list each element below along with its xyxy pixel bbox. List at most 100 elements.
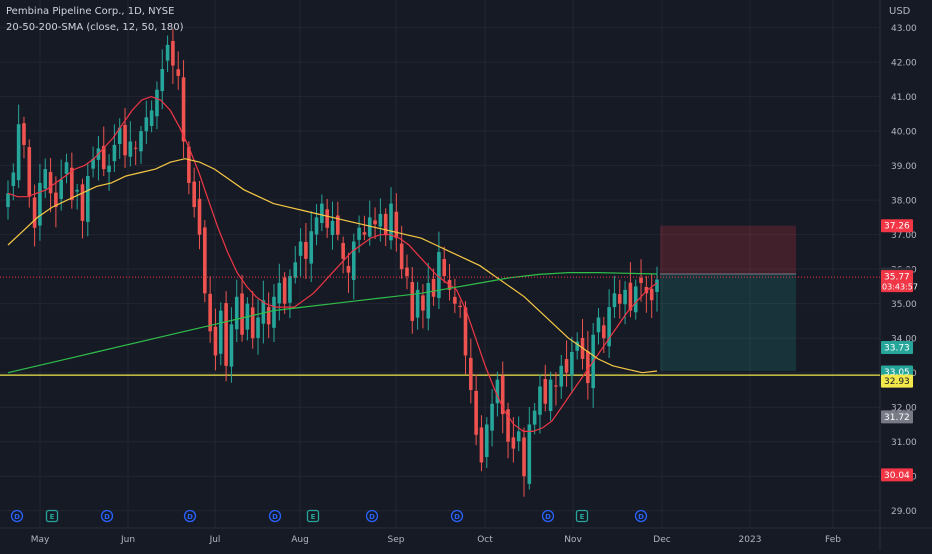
short-position-box[interactable] bbox=[660, 225, 796, 371]
candle-body bbox=[458, 305, 462, 308]
candles bbox=[6, 29, 659, 497]
candle-body bbox=[538, 386, 542, 415]
candle-body bbox=[48, 172, 53, 194]
candle-body bbox=[617, 294, 622, 304]
x-tick-label: Aug bbox=[291, 535, 309, 545]
event-marker-label: D bbox=[272, 513, 278, 521]
price-tag-label: 35.77 bbox=[884, 273, 910, 283]
candle-body bbox=[256, 317, 260, 338]
target-zone bbox=[660, 274, 796, 371]
candle-body bbox=[298, 241, 303, 256]
candle-body bbox=[564, 359, 569, 373]
candle-body bbox=[11, 172, 16, 186]
candle-body bbox=[644, 286, 649, 294]
dividend-marker bbox=[541, 509, 555, 523]
candle-body bbox=[80, 184, 85, 221]
candle-body bbox=[394, 211, 399, 239]
candle-body bbox=[532, 410, 537, 425]
candle-body bbox=[91, 158, 95, 169]
candle-body bbox=[405, 267, 409, 277]
candle-body bbox=[383, 213, 388, 235]
candle-body bbox=[453, 296, 457, 304]
y-tick-label: 42.00 bbox=[891, 59, 917, 69]
candle-body bbox=[22, 123, 26, 145]
y-tick-label: 35.00 bbox=[891, 300, 917, 310]
candle-body bbox=[128, 141, 133, 157]
event-marker-label: D bbox=[545, 513, 551, 521]
y-tick-label: 34.00 bbox=[891, 335, 917, 345]
candle-body bbox=[346, 265, 351, 273]
candle-body bbox=[266, 306, 271, 325]
candle-body bbox=[655, 279, 659, 293]
candle-body bbox=[649, 288, 654, 301]
candle-body bbox=[112, 144, 117, 162]
indicator-legend[interactable]: 20-50-200-SMA (close, 12, 50, 180) bbox=[6, 22, 184, 33]
y-tick-label: 41.00 bbox=[891, 93, 917, 103]
price-tag-bg bbox=[881, 270, 913, 293]
candle-body bbox=[155, 89, 159, 117]
candle-body bbox=[495, 379, 500, 404]
candle-body bbox=[43, 169, 48, 189]
earnings-marker bbox=[575, 509, 589, 523]
candle-body bbox=[304, 242, 308, 259]
candle-body bbox=[208, 293, 212, 332]
candle-body bbox=[548, 379, 553, 412]
candle-body bbox=[341, 243, 345, 259]
x-tick-label: May bbox=[31, 535, 50, 545]
x-tick-label: Feb bbox=[825, 535, 841, 545]
candle-body bbox=[181, 77, 186, 142]
candle-body bbox=[527, 424, 532, 484]
dividend-marker bbox=[100, 509, 114, 523]
dividend-marker bbox=[634, 509, 648, 523]
candle-body bbox=[516, 431, 521, 442]
candle-body bbox=[330, 220, 335, 235]
candle-body bbox=[628, 282, 633, 311]
price-tag-label: 33.05 bbox=[884, 368, 910, 378]
price-tag-label: 33.73 bbox=[884, 344, 910, 354]
candle-body bbox=[27, 147, 32, 197]
candle-body bbox=[543, 379, 548, 404]
candle-body bbox=[107, 165, 111, 173]
candle-body bbox=[623, 289, 627, 305]
candle-body bbox=[607, 307, 611, 347]
dividend-marker bbox=[450, 509, 464, 523]
candle-body bbox=[421, 295, 425, 311]
y-tick-label: 32.00 bbox=[891, 404, 917, 414]
candle-body bbox=[133, 147, 138, 149]
candle-body bbox=[229, 324, 234, 367]
stop-zone bbox=[660, 225, 796, 275]
candle-body bbox=[633, 286, 638, 313]
candle-body bbox=[197, 198, 202, 235]
candle-body bbox=[357, 227, 361, 240]
event-marker-label: D bbox=[638, 513, 644, 521]
candle-body bbox=[203, 227, 207, 294]
candle-body bbox=[602, 325, 606, 339]
candle-body bbox=[176, 69, 181, 76]
candle-body bbox=[442, 259, 447, 277]
candle-body bbox=[101, 145, 106, 170]
time-axis[interactable]: May Jun Jul Aug Sep Oct Nov Dec 2023 Feb bbox=[31, 535, 842, 545]
candle-body bbox=[54, 192, 58, 208]
x-tick-label: 2023 bbox=[739, 535, 762, 545]
candle-body bbox=[187, 146, 191, 183]
chart-title: Pembina Pipeline Corp., 1D, NYSE bbox=[6, 6, 175, 17]
earnings-marker bbox=[45, 509, 59, 523]
candle-body bbox=[171, 41, 175, 66]
x-tick-label: Dec bbox=[653, 535, 670, 545]
candle-body bbox=[506, 409, 510, 442]
event-marker-label: E bbox=[311, 513, 316, 521]
price-tag-label: 30.04 bbox=[884, 471, 910, 481]
candle-body bbox=[554, 385, 558, 387]
candle-body bbox=[165, 44, 170, 61]
price-tags: 37.2635.8635.7703:43:5733.7333.0532.9331… bbox=[881, 219, 918, 482]
x-tick-label: Jun bbox=[120, 535, 135, 545]
candle-body bbox=[490, 403, 494, 431]
event-marker-label: D bbox=[454, 513, 460, 521]
candle-body bbox=[282, 277, 287, 304]
candle-body bbox=[149, 110, 154, 126]
candle-body bbox=[463, 307, 468, 356]
candle-body bbox=[389, 203, 393, 241]
candle-body bbox=[32, 197, 37, 228]
